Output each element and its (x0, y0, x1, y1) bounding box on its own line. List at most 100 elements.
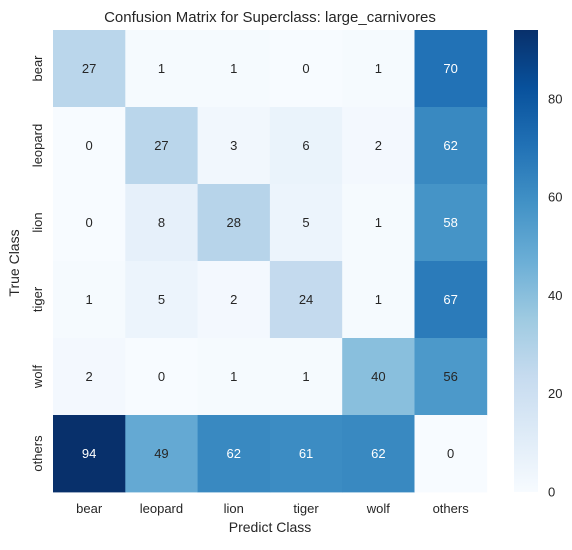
heatmap-cell-lion-lion (197, 184, 271, 262)
y-tick-label-tiger: tiger (30, 286, 45, 312)
heatmap-cell-lion-others (414, 184, 488, 262)
y-tick-label-others: others (30, 435, 45, 472)
colorbar-tick-label: 20 (548, 386, 562, 401)
x-tick-label-others: others (433, 501, 470, 516)
cell-value-label: 61 (299, 446, 313, 461)
heatmap-cell-bear-others (414, 30, 488, 108)
heatmap-cell-others-tiger (269, 415, 343, 493)
colorbar-tick-label: 60 (548, 190, 562, 205)
y-tick-label-leopard: leopard (30, 124, 45, 167)
cell-value-label: 1 (86, 292, 93, 307)
cell-value-label: 49 (154, 446, 168, 461)
heatmap-cell-wolf-lion (197, 338, 271, 416)
cell-value-label: 56 (443, 369, 457, 384)
heatmap-cell-others-wolf (342, 415, 415, 493)
cell-value-label: 62 (227, 446, 241, 461)
x-axis-label: Predict Class (229, 519, 311, 535)
y-axis-ticks: bear leopard lion tiger wolf others (30, 55, 45, 472)
x-tick-label-wolf: wolf (366, 501, 391, 516)
heatmap-cell-lion-leopard (125, 184, 198, 262)
heatmap-cell-tiger-lion (197, 261, 271, 339)
cell-value-label: 28 (227, 215, 241, 230)
heatmap-cell-leopard-lion (197, 107, 271, 185)
cell-value-label: 1 (375, 215, 382, 230)
heatmap-cell-leopard-tiger (269, 107, 343, 185)
colorbar-tick-label: 40 (548, 288, 562, 303)
heatmap-cell-leopard-others (414, 107, 488, 185)
heatmap-cell-bear-wolf (342, 30, 415, 108)
cell-value-label: 3 (230, 138, 237, 153)
heatmap-cell-lion-wolf (342, 184, 415, 262)
heatmap-cell-leopard-wolf (342, 107, 415, 185)
cell-value-label: 1 (302, 369, 309, 384)
cell-value-label: 0 (302, 61, 309, 76)
cell-value-label: 40 (371, 369, 385, 384)
cell-value-label: 27 (82, 61, 96, 76)
cell-value-label: 6 (302, 138, 309, 153)
cell-value-label: 62 (443, 138, 457, 153)
colorbar-ticks: 0 20 40 60 80 (548, 91, 562, 499)
x-tick-label-bear: bear (76, 501, 103, 516)
cell-value-label: 2 (86, 369, 93, 384)
x-axis-ticks: bear leopard lion tiger wolf others (76, 501, 469, 516)
heatmap-cell-bear-lion (197, 30, 271, 108)
cell-value-label: 1 (375, 61, 382, 76)
cell-value-label: 2 (230, 292, 237, 307)
heatmap-cell-wolf-tiger (269, 338, 343, 416)
cell-value-label: 0 (86, 215, 93, 230)
y-tick-label-wolf: wolf (30, 365, 45, 390)
cell-value-label: 0 (447, 446, 454, 461)
heatmap-cell-bear-tiger (269, 30, 343, 108)
heatmap-cell-bear-bear (53, 30, 126, 108)
cell-value-label: 1 (230, 61, 237, 76)
heatmap-cell-wolf-bear (53, 338, 126, 416)
heatmap-cell-tiger-tiger (269, 261, 343, 339)
cell-value-label: 24 (299, 292, 313, 307)
heatmap-cells (53, 30, 488, 493)
heatmap-cell-labels: 27 1 1 0 1 700 27 3 6 2 620 8 28 5 1 581 5 2 24 1 672 0 1 1 40 56… (82, 61, 458, 461)
heatmap-cell-wolf-others (414, 338, 488, 416)
cell-value-label: 62 (371, 446, 385, 461)
heatmap-cell-others-bear (53, 415, 126, 493)
heatmap-cell-tiger-leopard (125, 261, 198, 339)
cell-value-label: 27 (154, 138, 168, 153)
y-axis-label: True Class (6, 229, 22, 296)
cell-value-label: 67 (443, 292, 457, 307)
cell-value-label: 2 (375, 138, 382, 153)
cell-value-label: 1 (375, 292, 382, 307)
heatmap-cell-lion-tiger (269, 184, 343, 262)
heatmap-cell-bear-leopard (125, 30, 198, 108)
heatmap-cell-leopard-leopard (125, 107, 198, 185)
cell-value-label: 0 (86, 138, 93, 153)
cell-value-label: 1 (158, 61, 165, 76)
heatmap-cell-lion-bear (53, 184, 126, 262)
heatmap-cell-others-leopard (125, 415, 198, 493)
cell-value-label: 5 (158, 292, 165, 307)
x-tick-label-lion: lion (224, 501, 244, 516)
heatmap-cell-wolf-leopard (125, 338, 198, 416)
colorbar-tick-label: 80 (548, 91, 562, 106)
cell-value-label: 8 (158, 215, 165, 230)
colorbar-tick-label: 0 (548, 485, 555, 500)
y-tick-label-lion: lion (30, 212, 45, 232)
cell-value-label: 5 (302, 215, 309, 230)
cell-value-label: 58 (443, 215, 457, 230)
heatmap-cell-tiger-others (414, 261, 488, 339)
heatmap-cell-wolf-wolf (342, 338, 415, 416)
x-tick-label-leopard: leopard (140, 501, 183, 516)
heatmap-cell-tiger-wolf (342, 261, 415, 339)
cell-value-label: 0 (158, 369, 165, 384)
x-tick-label-tiger: tiger (293, 501, 319, 516)
heatmap-cell-others-lion (197, 415, 271, 493)
cell-value-label: 94 (82, 446, 96, 461)
y-tick-label-bear: bear (30, 55, 45, 82)
heatmap-cell-leopard-bear (53, 107, 126, 185)
cell-value-label: 1 (230, 369, 237, 384)
colorbar (514, 30, 538, 492)
heatmap-cell-tiger-bear (53, 261, 126, 339)
heatmap-cell-others-others (414, 415, 488, 493)
chart-title: Confusion Matrix for Superclass: large_c… (104, 9, 436, 26)
cell-value-label: 70 (443, 61, 457, 76)
